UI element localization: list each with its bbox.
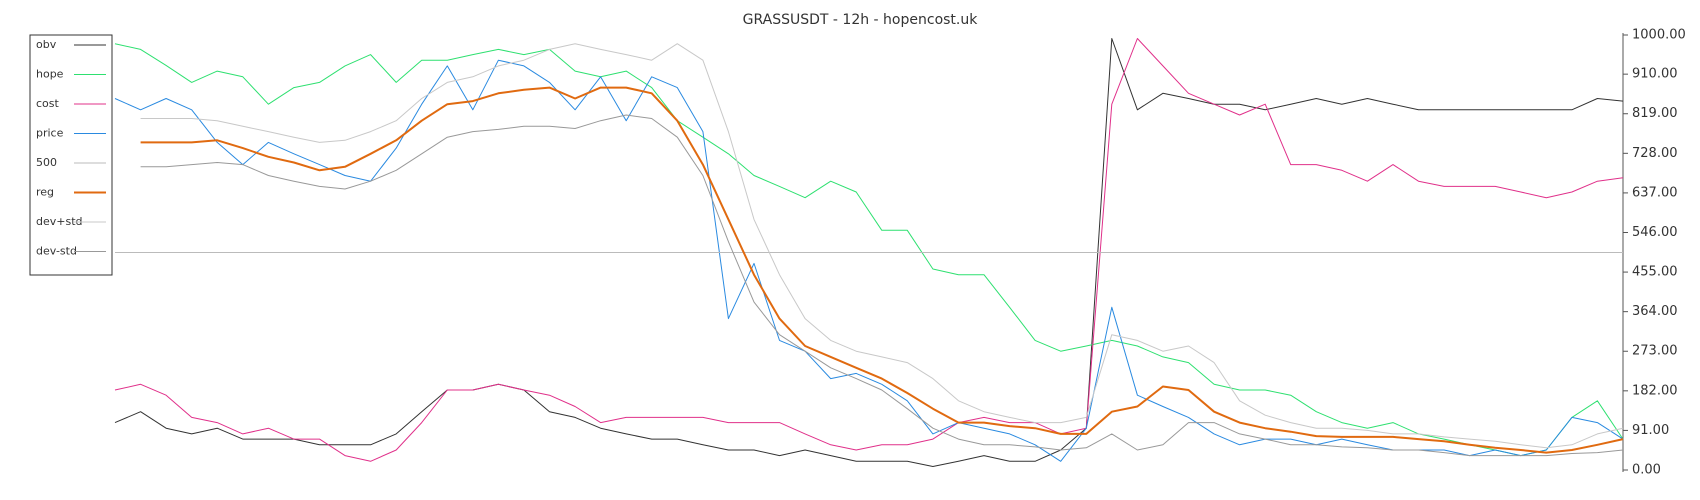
- legend-label: price: [36, 127, 64, 140]
- y-tick-label: 637.00: [1632, 185, 1678, 200]
- y-tick-label: 91.00: [1632, 423, 1669, 438]
- series-line: [140, 86, 1624, 454]
- y-tick-label: 1000.00: [1632, 28, 1686, 43]
- chart-title: GRASSUSDT - 12h - hopencost.uk: [743, 12, 979, 28]
- series-line: [114, 38, 1624, 462]
- y-tick-label: 455.00: [1632, 265, 1678, 280]
- legend-label: hope: [36, 68, 64, 81]
- y-tick-label: 0.00: [1632, 463, 1661, 478]
- legend-label: reg: [36, 186, 54, 199]
- y-tick-label: 182.00: [1632, 383, 1678, 398]
- legend-label: obv: [36, 38, 57, 51]
- y-tick-label: 546.00: [1632, 225, 1678, 240]
- series-line: [114, 43, 1624, 457]
- y-tick-label: 273.00: [1632, 344, 1678, 359]
- legend-label: dev+std: [36, 215, 83, 228]
- series-line: [114, 38, 1624, 467]
- legend-label: cost: [36, 97, 60, 110]
- series-line: [140, 43, 1624, 449]
- y-tick-label: 910.00: [1632, 67, 1678, 82]
- legend-label: 500: [36, 156, 57, 169]
- y-tick-label: 728.00: [1632, 146, 1678, 161]
- series-line: [114, 59, 1624, 462]
- series-line: [140, 114, 1624, 457]
- legend-label: dev-std: [36, 245, 77, 258]
- y-tick-label: 819.00: [1632, 106, 1678, 121]
- y-tick-label: 364.00: [1632, 304, 1678, 319]
